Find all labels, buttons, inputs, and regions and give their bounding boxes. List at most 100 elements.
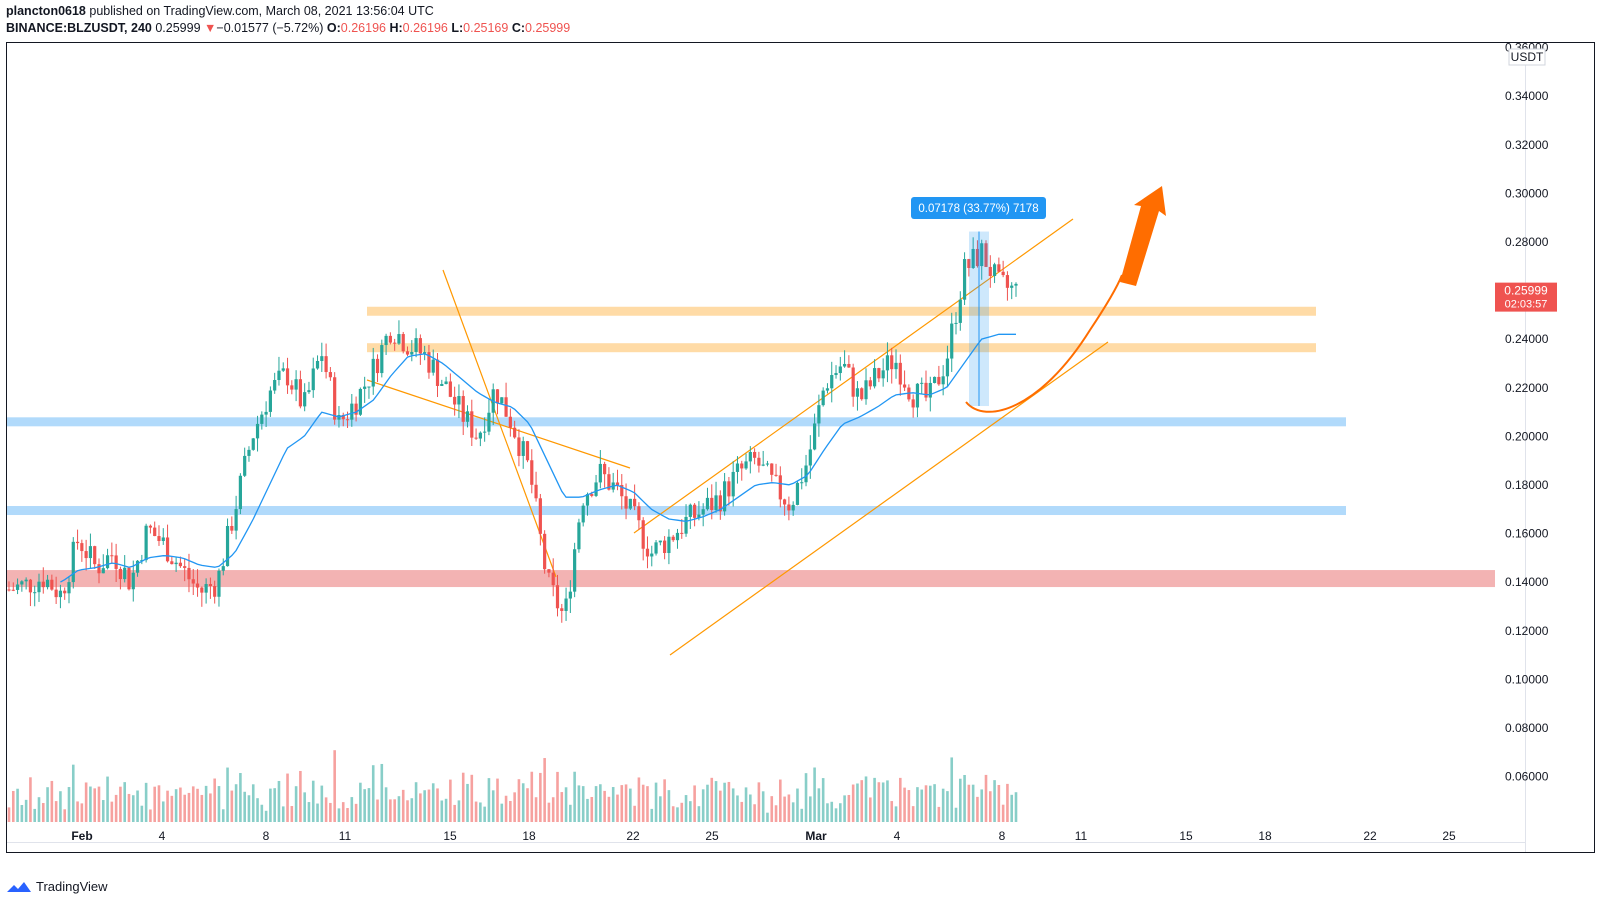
volume-bar: [950, 757, 954, 822]
projection-curve: [965, 274, 1123, 413]
candle-body: [513, 427, 517, 438]
volume-bar: [697, 806, 701, 822]
price-change: −0.01577 (−5.72%): [216, 21, 324, 35]
symbol-name[interactable]: BINANCE:BLZUSDT, 240: [6, 21, 152, 35]
volume-bar: [367, 788, 371, 822]
candle-body: [791, 504, 795, 511]
candle-body: [941, 376, 945, 385]
candle-body: [975, 248, 980, 267]
volume-bar: [221, 809, 225, 822]
candle-body: [598, 463, 602, 483]
volume-bar: [50, 780, 54, 822]
volume-bar: [397, 796, 401, 822]
volume-bar: [680, 802, 684, 822]
candle-body: [615, 482, 620, 486]
volume-bar: [723, 782, 726, 822]
candle-body: [508, 416, 512, 428]
volume-bar: [804, 773, 808, 822]
volume-bar: [483, 806, 486, 822]
zone-blue-3: [7, 506, 1346, 516]
candle-body: [551, 572, 555, 586]
candle-body: [358, 388, 362, 415]
candle-body: [268, 390, 272, 412]
volume-bar: [637, 777, 641, 822]
volume-bar: [123, 782, 126, 822]
publish-info: plancton0618 published on TradingView.co…: [6, 4, 434, 18]
volume-bar: [243, 791, 246, 822]
author-name[interactable]: plancton0618: [6, 4, 86, 18]
volume-bar: [273, 788, 276, 822]
candle-body: [174, 562, 178, 565]
volume-bar: [813, 767, 816, 822]
volume-bar: [119, 786, 122, 822]
tradingview-logo-icon: [7, 881, 31, 892]
candle-body: [748, 451, 752, 462]
candle-body: [148, 525, 153, 528]
x-tick-label: 25: [705, 829, 719, 843]
volume-bar: [277, 780, 281, 822]
volume-bar: [513, 792, 516, 822]
volume-bar: [521, 783, 525, 822]
candle-body: [804, 465, 808, 483]
candle-body: [414, 338, 418, 352]
volume-bar: [363, 789, 366, 822]
volume-bar: [667, 790, 671, 822]
volume-bar: [341, 802, 345, 822]
candle-body: [88, 546, 93, 559]
footer-brand[interactable]: TradingView: [6, 879, 108, 894]
candle-body: [251, 438, 255, 450]
volume-bar: [427, 789, 431, 822]
volume-bar: [787, 794, 791, 822]
zone-orange-1: [367, 343, 1316, 353]
y-tick-label: 0.20000: [1505, 429, 1549, 443]
volume-bar: [599, 784, 602, 822]
candle-body: [384, 335, 388, 346]
candle-body: [851, 367, 855, 397]
candle-body: [654, 542, 658, 554]
volume-bar: [924, 785, 928, 822]
zone-red-4: [7, 570, 1495, 588]
candle-body: [585, 494, 590, 506]
x-tick-label: 15: [443, 829, 457, 843]
x-tick-label: 22: [626, 829, 640, 843]
candle-body: [817, 405, 821, 424]
volume-bar: [350, 797, 354, 822]
time-axis[interactable]: Feb 4 8 11 15 18 22 25 Mar 4 8 11 15 18 22 25: [71, 829, 1456, 843]
price-axis[interactable]: 0.360000.340000.320000.300000.280000.240…: [1495, 41, 1557, 784]
y-tick-label: 0.16000: [1505, 527, 1549, 541]
volume-bar: [457, 800, 461, 822]
volume-bar: [710, 777, 714, 822]
candle-body: [928, 382, 932, 398]
candle-body: [603, 463, 607, 475]
candle-body: [294, 379, 298, 390]
down-arrow-icon: ▼: [204, 21, 217, 35]
candle-body: [435, 359, 440, 386]
volume-bar: [24, 799, 28, 822]
candle-body: [75, 541, 80, 544]
currency-box[interactable]: [1508, 48, 1546, 66]
open-value: 0.26196: [340, 21, 386, 35]
candle-body: [371, 358, 375, 387]
last-price: 0.25999: [155, 21, 201, 35]
volume-bar: [89, 786, 92, 822]
volume-bar: [586, 798, 589, 822]
candle-body: [594, 482, 598, 496]
volume-bar: [650, 808, 654, 822]
candle-body: [504, 397, 508, 417]
volume-bar: [659, 796, 662, 822]
volume-bar: [157, 785, 161, 822]
volume-bar: [431, 783, 435, 822]
volume-bar: [496, 778, 499, 822]
candle-body: [71, 541, 75, 583]
candle-body: [620, 485, 624, 497]
volume-bar: [577, 785, 581, 822]
candle-body: [208, 584, 212, 587]
x-tick-label: 11: [339, 829, 352, 843]
volume-bar: [410, 798, 414, 822]
volume-bar: [93, 788, 97, 822]
x-tick-label: 11: [1075, 829, 1088, 843]
candle-body: [350, 403, 354, 420]
candle-body: [290, 385, 294, 390]
publish-text: published on TradingView.com, March 08, …: [85, 4, 434, 18]
